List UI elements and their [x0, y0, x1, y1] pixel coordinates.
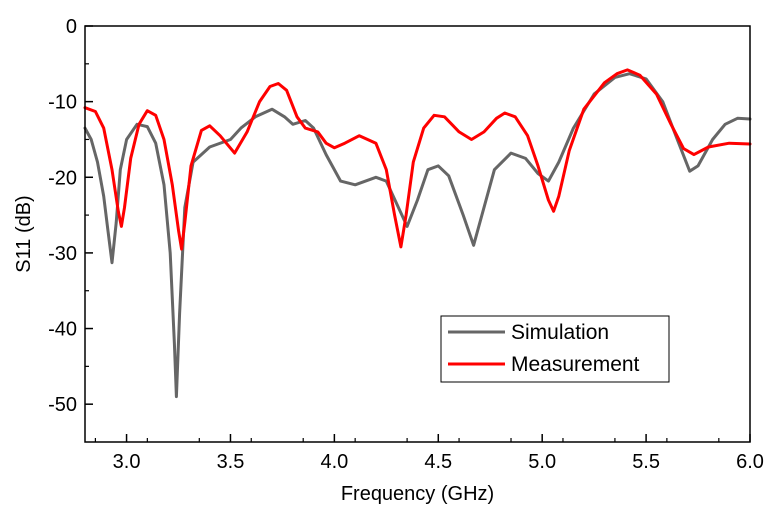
legend: Simulation Measurement [440, 315, 670, 383]
y-axis: 0 -10 -20 -30 -40 -50 [48, 16, 93, 416]
y-axis-label: S11 (dB) [13, 195, 35, 272]
x-tick-label: 3.5 [217, 451, 245, 473]
x-axis: 3.0 3.5 4.0 4.5 5.0 5.5 6.0 [94, 434, 764, 473]
plot-frame [84, 25, 751, 443]
legend-label-measurement: Measurement [511, 353, 640, 376]
x-tick-label: 4.0 [320, 451, 348, 473]
legend-label-simulation: Simulation [511, 321, 609, 344]
y-tick-label: -40 [48, 319, 77, 341]
plot-area [83, 68, 752, 399]
x-tick-label: 4.5 [424, 451, 452, 473]
x-axis-label: Frequency (GHz) [341, 483, 494, 505]
x-tick-label: 6.0 [736, 451, 764, 473]
series-line-simulation [83, 72, 752, 399]
y-tick-label: -10 [48, 92, 77, 114]
y-tick-label: 0 [66, 16, 77, 38]
x-tick-label: 5.0 [528, 451, 556, 473]
legend-box [440, 315, 670, 383]
y-tick-label: -50 [48, 394, 77, 416]
x-tick-label: 3.0 [113, 451, 141, 473]
series-line-measurement [83, 68, 752, 251]
y-tick-label: -20 [48, 167, 77, 189]
y-tick-label: -30 [48, 243, 77, 265]
x-tick-label: 5.5 [632, 451, 660, 473]
